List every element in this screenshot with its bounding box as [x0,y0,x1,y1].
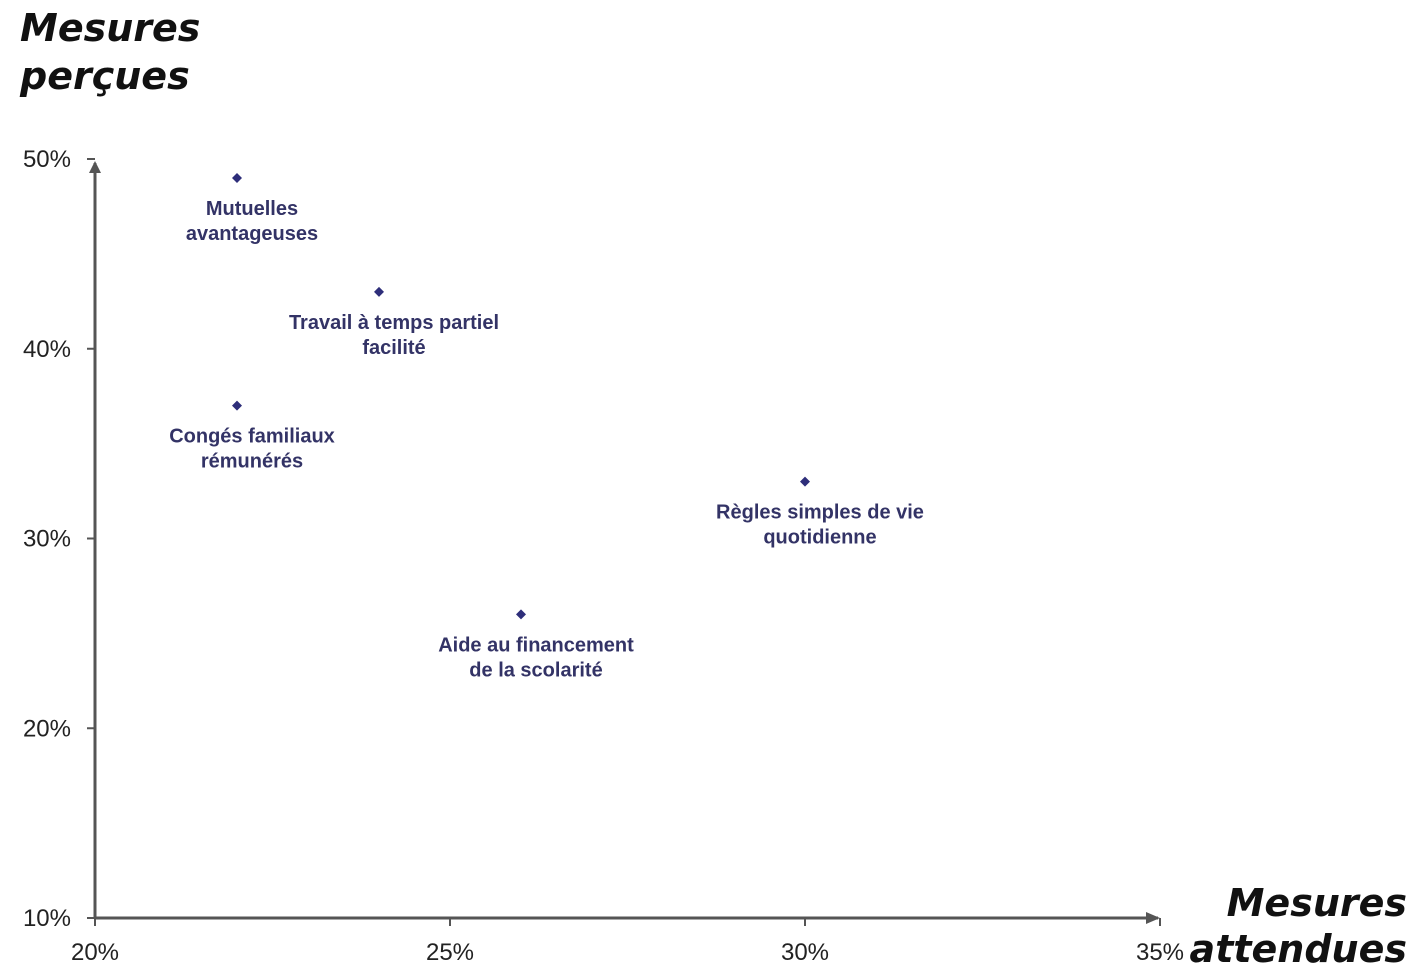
y-axis-title: Mesures perçues [20,6,201,98]
data-point: Travail à temps partiel facilité [289,286,499,359]
point-label: Travail à temps partiel facilité [289,312,499,359]
y-tick-label: 50% [23,146,71,173]
data-point: Aide au financement de la scolarité [438,609,634,681]
data-point: Congés familiaux rémunérés [169,400,335,473]
x-tick-label: 20% [71,939,119,966]
point-label: Règles simples de vie quotidienne [716,502,924,549]
point-marker [374,286,384,297]
point-label: Congés familiaux rémunérés [169,426,335,473]
x-axis-title: Mesures attendues [1189,881,1407,971]
point-label: Mutuelles avantageuses [186,198,318,245]
point-marker [800,476,810,487]
x-tick-label: 30% [781,939,829,966]
x-tick-label: 35% [1136,939,1184,966]
point-marker [516,609,526,620]
y-tick-label: 20% [23,715,71,742]
data-point: Mutuelles avantageuses [186,172,318,245]
y-tick-label: 40% [23,336,71,363]
y-tick-label: 10% [23,905,71,932]
point-marker [232,400,242,411]
point-marker [232,172,242,183]
y-tick-label: 30% [23,526,71,553]
point-label: Aide au financement de la scolarité [438,634,634,681]
data-point: Règles simples de vie quotidienne [716,476,924,549]
x-tick-label: 25% [426,939,474,966]
